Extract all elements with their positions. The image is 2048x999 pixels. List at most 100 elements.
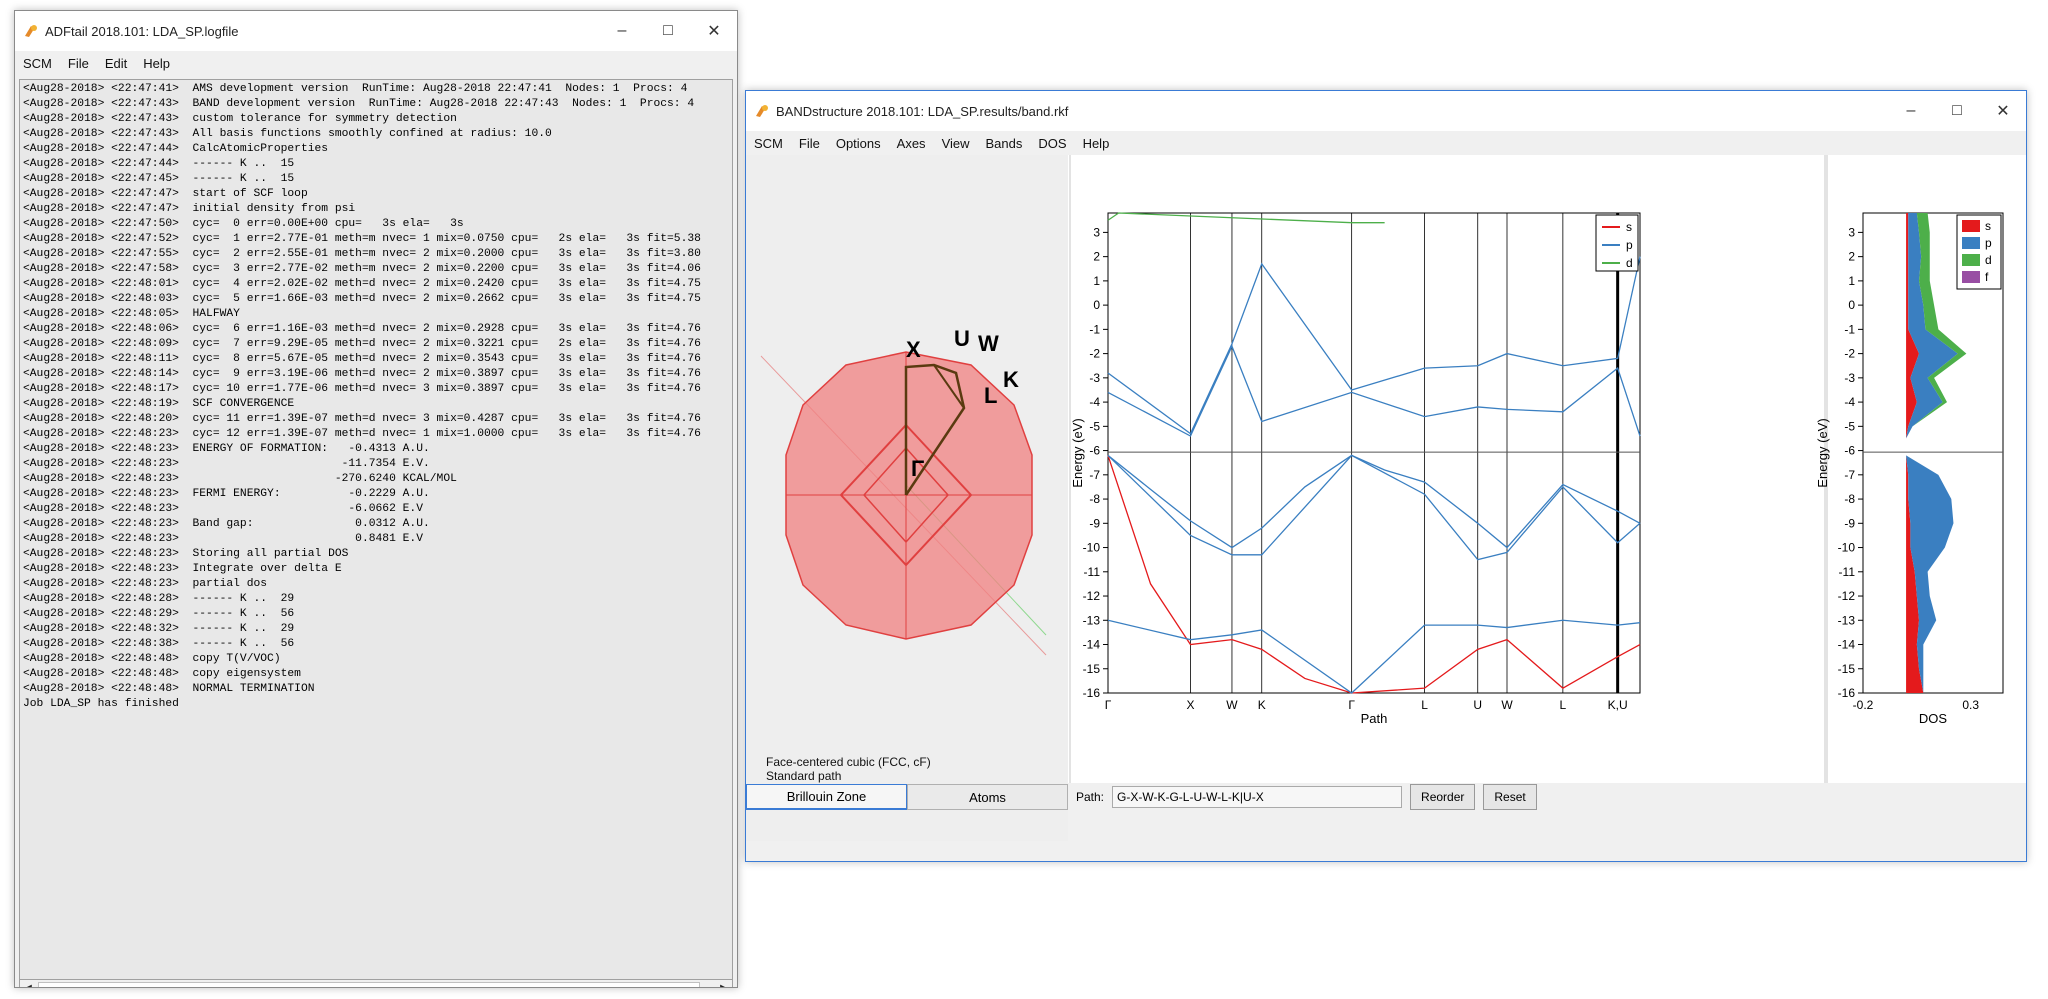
- horizontal-scrollbar[interactable]: ◀ ▶: [19, 979, 733, 988]
- y-tick-label: -15: [1083, 662, 1101, 676]
- y-tick-label: -6: [1089, 444, 1100, 458]
- tab-brillouin-zone[interactable]: Brillouin Zone: [746, 784, 907, 810]
- log-line: <Aug28-2018> <22:48:29> ------ K .. 56: [23, 608, 295, 620]
- y-tick-label: -15: [1838, 662, 1856, 676]
- x-tick-label: W: [1501, 698, 1513, 712]
- bz-label-u: U: [954, 326, 970, 351]
- y-tick-label: -9: [1844, 516, 1855, 530]
- menu-help[interactable]: Help: [1082, 135, 1110, 151]
- close-button[interactable]: ✕: [707, 23, 721, 40]
- divider: [1069, 155, 1071, 783]
- y-tick-label: -11: [1839, 565, 1856, 579]
- y-tick-label: -1: [1089, 322, 1100, 336]
- brillouin-zone-view[interactable]: X U W K L Γ Face-centered cubic (FCC, cF…: [746, 155, 1068, 784]
- close-button[interactable]: ✕: [1996, 103, 2010, 120]
- x-tick-label: L: [1421, 698, 1428, 712]
- menu-axes[interactable]: Axes: [896, 135, 926, 151]
- log-line: <Aug28-2018> <22:48:48> copy T(V/VOC): [23, 653, 281, 665]
- log-content: <Aug28-2018> <22:47:41> AMS development …: [20, 80, 732, 714]
- dos-area-p: [1906, 213, 1958, 693]
- y-tick-label: -5: [1844, 419, 1855, 433]
- menu-bands[interactable]: Bands: [985, 135, 1023, 151]
- x-axis-label: Path: [1361, 711, 1388, 726]
- maximize-button[interactable]: □: [1952, 102, 1962, 119]
- x-tick-label: Γ: [1348, 698, 1355, 712]
- dos-chart[interactable]: -16-15-14-13-12-11-10-9-8-7-6-5-4-3-2-10…: [1815, 212, 2004, 726]
- legend-swatch: [1962, 254, 1980, 266]
- log-line: <Aug28-2018> <22:48:11> cyc= 8 err=5.67E…: [23, 353, 701, 365]
- menu-file[interactable]: File: [798, 135, 820, 151]
- k-path: [933, 364, 965, 409]
- log-line: <Aug28-2018> <22:47:47> initial density …: [23, 203, 356, 215]
- menu-dos[interactable]: DOS: [1038, 135, 1067, 151]
- x-tick-label: W: [1226, 698, 1238, 712]
- y-tick-label: -4: [1089, 395, 1100, 409]
- y-tick-label: -16: [1083, 686, 1101, 700]
- scrollbar-thumb[interactable]: [38, 982, 700, 987]
- log-line: <Aug28-2018> <22:48:20> cyc= 11 err=1.39…: [23, 413, 701, 425]
- legend-box: [1595, 214, 1639, 272]
- maximize-button[interactable]: □: [663, 22, 673, 39]
- tab-atoms[interactable]: Atoms: [907, 784, 1068, 810]
- log-line: <Aug28-2018> <22:48:23> 0.8481 E.V: [23, 533, 423, 545]
- band-line-p: [1107, 256, 1641, 435]
- log-line: <Aug28-2018> <22:48:19> SCF CONVERGENCE: [23, 398, 295, 410]
- k-path: [904, 363, 966, 496]
- legend-label: s: [1985, 219, 1991, 233]
- y-tick-label: 2: [1093, 250, 1100, 264]
- menu-scm[interactable]: SCM: [23, 55, 52, 71]
- scroll-right-icon[interactable]: ▶: [720, 982, 728, 988]
- log-text-area[interactable]: <Aug28-2018> <22:47:41> AMS development …: [19, 79, 733, 981]
- y-tick-label: -10: [1838, 541, 1856, 555]
- log-line: <Aug28-2018> <22:47:41> AMS development …: [23, 83, 688, 95]
- band-line-p: [1107, 344, 1641, 437]
- menu-view[interactable]: View: [941, 135, 970, 151]
- log-line: <Aug28-2018> <22:48:23> ENERGY OF FORMAT…: [23, 443, 430, 455]
- log-window-title: ADFtail 2018.101: LDA_SP.logfile: [45, 23, 239, 39]
- menu-options[interactable]: Options: [835, 135, 881, 151]
- menu-edit[interactable]: Edit: [104, 55, 128, 71]
- y-tick-label: -8: [1844, 492, 1855, 506]
- log-line: <Aug28-2018> <22:47:47> start of SCF loo…: [23, 188, 308, 200]
- menu-scm[interactable]: SCM: [754, 135, 783, 151]
- log-line: <Aug28-2018> <22:47:44> CalcAtomicProper…: [23, 143, 329, 155]
- minimize-button[interactable]: –: [1906, 102, 1916, 119]
- x-tick-label: L: [1560, 698, 1567, 712]
- x-tick-label: K,U: [1608, 698, 1628, 712]
- legend-swatch: [1962, 271, 1980, 283]
- minimize-button[interactable]: –: [617, 22, 627, 39]
- scroll-left-icon[interactable]: ◀: [24, 982, 32, 988]
- legend-label: d: [1626, 256, 1633, 270]
- legend-label: d: [1985, 253, 1992, 267]
- reset-button[interactable]: Reset: [1483, 784, 1537, 810]
- band-structure-chart[interactable]: -16-15-14-13-12-11-10-9-8-7-6-5-4-3-2-10…: [1070, 212, 1641, 726]
- y-tick-label: -6: [1844, 444, 1855, 458]
- x-axis-label: DOS: [1919, 711, 1948, 726]
- plot-area[interactable]: -16 -15 -14 -13 -12 -11 -10 -9 -8 -7 -6 -5 -4 -3 -2 -1 0…: [1068, 155, 2027, 783]
- log-line: <Aug28-2018> <22:48:48> copy eigensystem: [23, 668, 301, 680]
- log-line: <Aug28-2018> <22:48:23> Band gap: 0.0312…: [23, 518, 430, 530]
- bz-label-w: W: [978, 331, 999, 356]
- log-line: Job LDA_SP has finished: [23, 698, 179, 710]
- y-tick-label: -13: [1083, 613, 1101, 627]
- y-tick-label: -14: [1838, 638, 1856, 652]
- path-caption: Standard path: [766, 769, 841, 783]
- reorder-button[interactable]: Reorder: [1410, 784, 1476, 810]
- log-line: <Aug28-2018> <22:47:43> BAND development…: [23, 98, 695, 110]
- y-tick-label: -5: [1089, 419, 1100, 433]
- log-line: <Aug28-2018> <22:48:23> -270.6240 KCAL/M…: [23, 473, 457, 485]
- log-line: <Aug28-2018> <22:48:03> cyc= 5 err=1.66E…: [23, 293, 701, 305]
- y-tick-label: -3: [1844, 371, 1855, 385]
- log-titlebar[interactable]: ADFtail 2018.101: LDA_SP.logfile – □ ✕: [15, 11, 737, 51]
- log-line: <Aug28-2018> <22:48:17> cyc= 10 err=1.77…: [23, 383, 701, 395]
- band-dos-plot[interactable]: -16-15-14-13-12-11-10-9-8-7-6-5-4-3-2-10…: [1068, 155, 2027, 783]
- y-tick-label: 3: [1093, 225, 1100, 239]
- path-label: Path:: [1076, 790, 1105, 804]
- log-line: <Aug28-2018> <22:47:55> cyc= 2 err=2.55E…: [23, 248, 701, 260]
- brillouin-zone-panel[interactable]: X U W K L Γ Face-centered cubic (FCC, cF…: [746, 155, 1068, 841]
- band-titlebar[interactable]: BANDstructure 2018.101: LDA_SP.results/b…: [746, 91, 2026, 131]
- menu-file[interactable]: File: [67, 55, 89, 71]
- menu-help[interactable]: Help: [143, 55, 170, 71]
- bz-label-l: L: [984, 383, 997, 408]
- path-input[interactable]: [1112, 786, 1403, 808]
